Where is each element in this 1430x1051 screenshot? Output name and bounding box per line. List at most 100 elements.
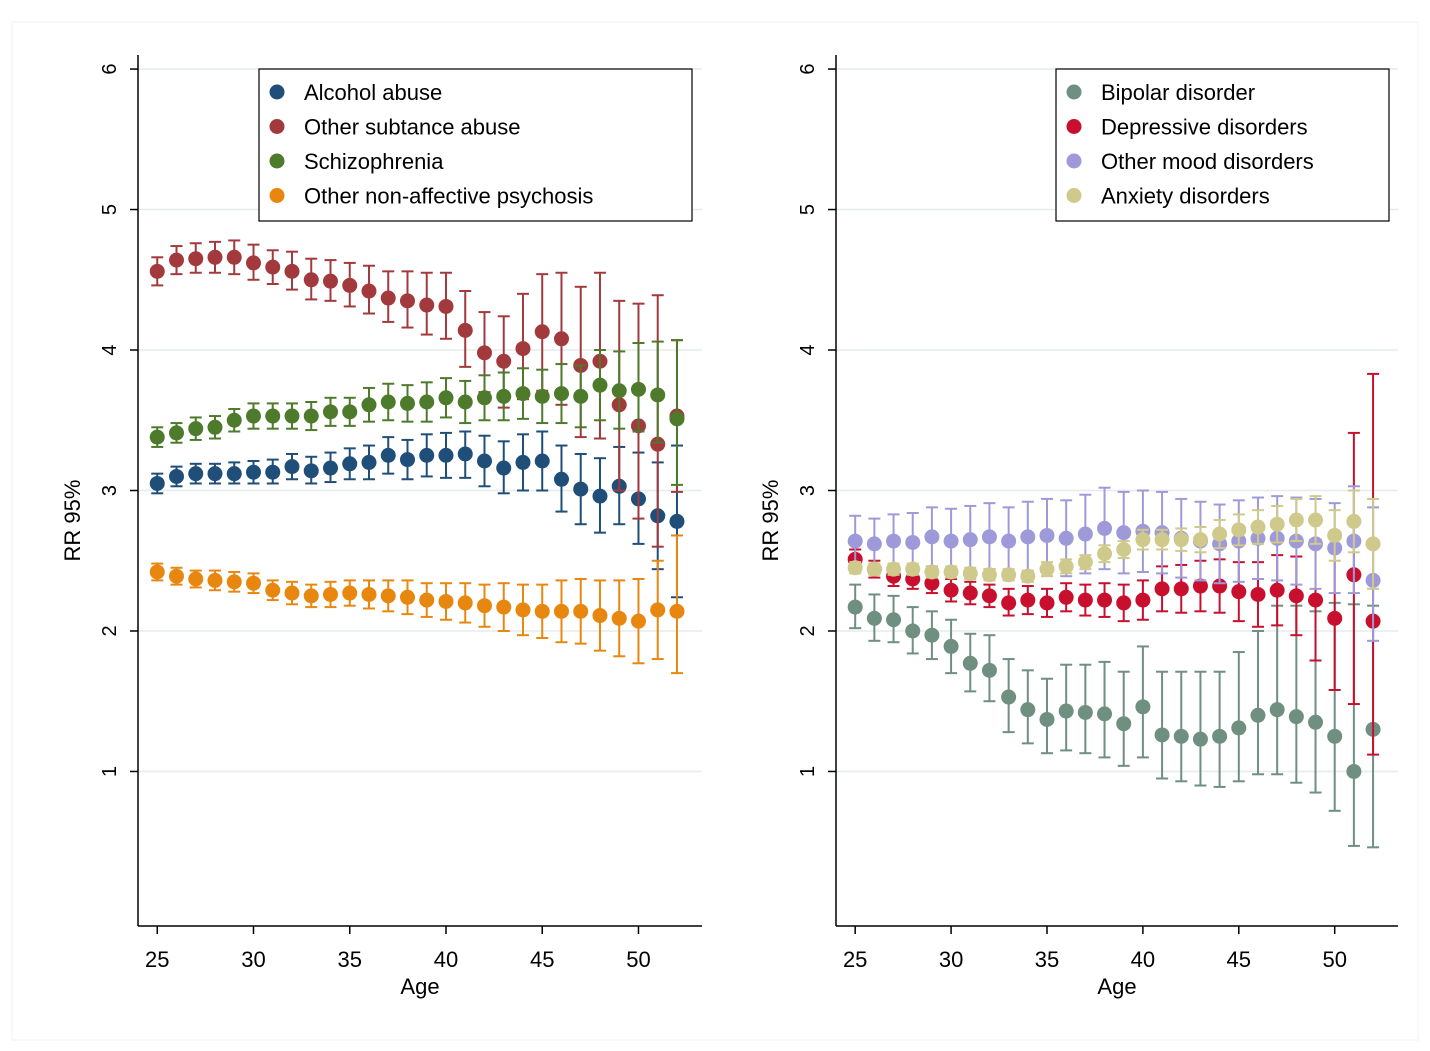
data-point: [1212, 526, 1228, 542]
data-point: [1058, 589, 1074, 605]
data-point: [207, 419, 223, 435]
data-point: [380, 290, 396, 306]
data-point: [650, 436, 666, 452]
data-point: [245, 464, 261, 480]
data-point: [380, 588, 396, 604]
x-tick-label: 50: [626, 947, 650, 972]
x-ticks: 25 30 35 40 45 50: [145, 926, 651, 972]
legend-marker: [269, 153, 285, 169]
x-tick-label: 40: [1131, 947, 1155, 972]
data-point: [322, 460, 338, 476]
data-point: [592, 377, 608, 393]
data-point: [438, 447, 454, 463]
data-point: [226, 574, 242, 590]
legend-label: Anxiety disorders: [1101, 184, 1270, 209]
data-point: [1173, 728, 1189, 744]
data-point: [419, 297, 435, 313]
data-point: [1288, 512, 1304, 528]
data-point: [1077, 526, 1093, 542]
legend-marker: [269, 188, 285, 203]
data-point: [1327, 728, 1343, 744]
data-point: [1135, 699, 1151, 715]
data-point: [342, 456, 358, 472]
data-point: [1288, 588, 1304, 604]
legend-label: Depressive disorders: [1101, 115, 1308, 140]
data-point: [847, 599, 863, 615]
data-point: [962, 532, 978, 548]
data-point: [1077, 554, 1093, 570]
data-point: [457, 394, 473, 410]
data-point: [399, 452, 415, 468]
legend-label: Schizophrenia: [304, 149, 444, 174]
data-point: [284, 263, 300, 279]
y-tick-label: 3: [99, 485, 121, 496]
data-point: [1077, 592, 1093, 608]
data-point: [1135, 592, 1151, 608]
y-tick-label: 2: [99, 625, 121, 636]
x-tick-label: 25: [843, 947, 867, 972]
data-point: [1039, 711, 1055, 727]
y-tick-label: 5: [797, 204, 819, 215]
data-point: [924, 564, 940, 580]
data-point: [476, 453, 492, 469]
data-point: [207, 572, 223, 588]
data-point: [905, 623, 921, 639]
data-point: [669, 603, 685, 619]
data-point: [1365, 536, 1381, 552]
data-point: [1269, 516, 1285, 532]
data-point: [226, 412, 242, 428]
data-point: [245, 575, 261, 591]
data-point: [943, 638, 959, 654]
data-point: [943, 582, 959, 598]
data-point: [1116, 716, 1132, 732]
y-axis-label: RR 95%: [758, 480, 783, 562]
data-point: [1231, 522, 1247, 538]
data-point: [457, 595, 473, 611]
legend-box: [1055, 68, 1390, 222]
y-ticks: 1 2 3 4 5 6: [797, 63, 836, 777]
data-point: [380, 394, 396, 410]
data-point: [496, 599, 512, 615]
data-point: [284, 585, 300, 601]
data-point: [476, 345, 492, 361]
data-point: [1058, 558, 1074, 574]
data-point: [886, 612, 902, 628]
data-point: [476, 598, 492, 614]
data-point: [515, 454, 531, 470]
data-point: [573, 388, 589, 404]
data-point: [1192, 532, 1208, 548]
data-point: [1001, 533, 1017, 549]
data-point: [1192, 578, 1208, 594]
data-point: [399, 293, 415, 309]
data-point: [361, 283, 377, 299]
data-point: [168, 468, 184, 484]
data-point: [924, 575, 940, 591]
data-point: [1097, 706, 1113, 722]
data-point: [1154, 727, 1170, 743]
y-tick-label: 6: [797, 63, 819, 74]
data-point: [1327, 610, 1343, 626]
data-point: [342, 277, 358, 293]
legend-marker: [1066, 188, 1082, 203]
data-point: [534, 324, 550, 340]
x-tick-label: 30: [241, 947, 265, 972]
data-point: [1097, 592, 1113, 608]
data-point: [515, 386, 531, 402]
legend-label: Other mood disorders: [1101, 149, 1314, 174]
x-tick-label: 35: [1035, 947, 1059, 972]
data-point: [342, 404, 358, 420]
data-point: [303, 588, 319, 604]
data-point: [168, 568, 184, 584]
data-point: [361, 586, 377, 602]
data-point: [284, 459, 300, 475]
data-point: [284, 408, 300, 424]
data-point: [650, 602, 666, 618]
data-point: [149, 263, 165, 279]
data-point: [168, 252, 184, 268]
x-ticks: 25 30 35 40 45 50: [843, 926, 1347, 972]
data-point: [905, 534, 921, 550]
data-point: [866, 536, 882, 552]
data-point: [1346, 513, 1362, 529]
data-point: [188, 466, 204, 482]
